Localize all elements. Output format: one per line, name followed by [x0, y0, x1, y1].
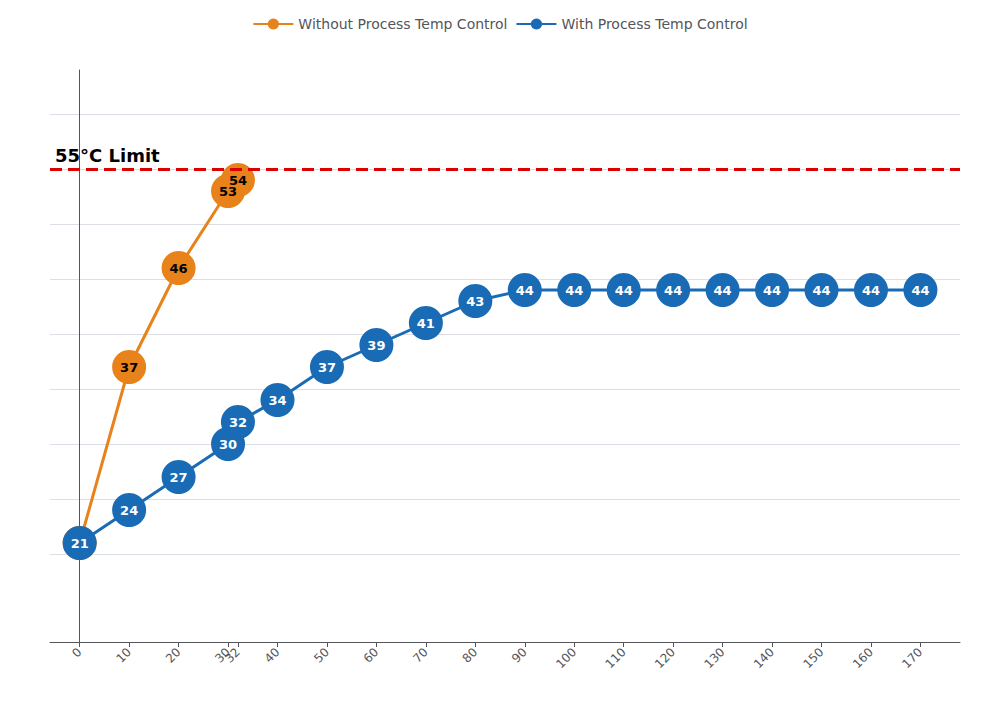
svg-text:43: 43	[466, 294, 484, 309]
svg-text:24: 24	[120, 503, 138, 518]
svg-text:53: 53	[219, 183, 238, 199]
svg-text:40: 40	[262, 645, 283, 666]
svg-text:60: 60	[361, 645, 382, 666]
svg-text:44: 44	[664, 283, 682, 298]
svg-text:55°C Limit: 55°C Limit	[55, 145, 160, 166]
svg-text:44: 44	[911, 283, 929, 298]
svg-text:0: 0	[69, 645, 84, 660]
svg-text:170: 170	[899, 645, 925, 671]
svg-text:160: 160	[850, 645, 876, 671]
svg-text:30: 30	[219, 437, 237, 452]
svg-text:80: 80	[460, 645, 481, 666]
svg-text:150: 150	[800, 645, 826, 671]
svg-text:54: 54	[229, 173, 247, 188]
svg-text:140: 140	[751, 645, 777, 671]
svg-text:32: 32	[229, 415, 247, 430]
svg-text:120: 120	[652, 645, 678, 671]
svg-text:90: 90	[509, 645, 530, 666]
svg-text:44: 44	[565, 283, 583, 298]
svg-text:37: 37	[318, 360, 336, 375]
svg-text:44: 44	[862, 283, 880, 298]
svg-text:44: 44	[812, 283, 830, 298]
svg-text:44: 44	[516, 283, 534, 298]
svg-text:27: 27	[170, 470, 188, 485]
svg-text:70: 70	[410, 645, 431, 666]
svg-text:32: 32	[222, 645, 243, 666]
svg-text:34: 34	[268, 393, 286, 408]
svg-text:10: 10	[113, 645, 134, 666]
svg-text:46: 46	[170, 261, 188, 276]
svg-text:37: 37	[120, 360, 138, 375]
svg-text:20: 20	[163, 645, 184, 666]
svg-text:44: 44	[615, 283, 633, 298]
svg-text:41: 41	[417, 316, 435, 331]
svg-text:50: 50	[311, 645, 332, 666]
svg-text:100: 100	[553, 645, 579, 671]
svg-text:44: 44	[714, 283, 732, 298]
svg-text:With Process Temp Control: With Process Temp Control	[561, 16, 747, 32]
svg-text:130: 130	[701, 645, 727, 671]
svg-text:39: 39	[367, 338, 385, 353]
svg-text:44: 44	[763, 283, 781, 298]
svg-text:110: 110	[603, 645, 629, 671]
svg-text:Without Process Temp Control: Without Process Temp Control	[298, 16, 507, 32]
svg-text:21: 21	[71, 536, 89, 551]
svg-text:21: 21	[71, 536, 89, 551]
